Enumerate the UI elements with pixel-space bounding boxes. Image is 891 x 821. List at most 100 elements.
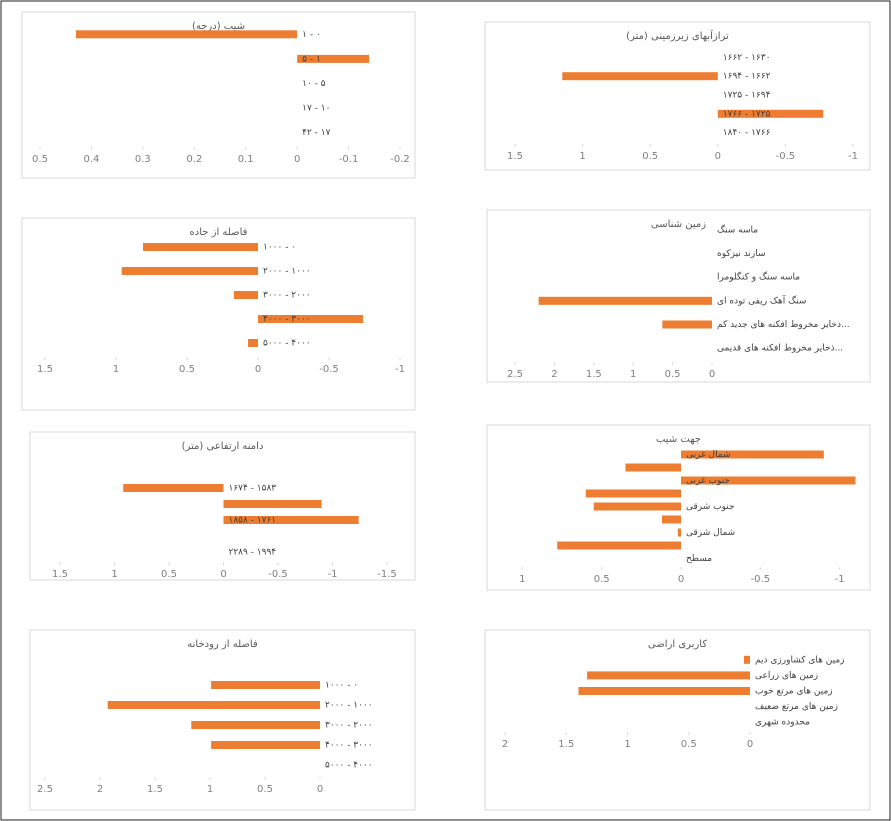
chart-title: جهت شیب xyxy=(656,434,701,445)
x-tick-label: 1 xyxy=(111,569,117,580)
x-tick-label: 1.5 xyxy=(507,151,523,162)
x-tick-label: 1 xyxy=(519,574,525,585)
x-tick-label: 0.5 xyxy=(257,784,273,795)
bar xyxy=(585,489,681,498)
chart-title: شیب (درجه) xyxy=(192,21,245,32)
x-tick-label: 2.5 xyxy=(507,369,523,380)
x-tick-label: 1 xyxy=(207,784,213,795)
chart-title: فاصله از رودخانه xyxy=(187,639,258,650)
x-tick-label: 2.5 xyxy=(37,784,53,795)
category-label: سنگ آهک ریفی توده ای xyxy=(717,294,806,306)
x-tick-label: 0.5 xyxy=(32,154,48,165)
x-tick-label: 1.5 xyxy=(147,784,163,795)
x-tick-label: 1.5 xyxy=(37,364,53,375)
bar xyxy=(677,528,681,537)
x-tick-label: 2 xyxy=(97,784,103,795)
bar xyxy=(562,72,718,81)
x-tick-label: 1.5 xyxy=(586,369,602,380)
category-label: ۱۰ - ۵ xyxy=(302,79,326,89)
category-label: شمال شرقی xyxy=(686,528,735,538)
x-tick-label: 2 xyxy=(502,739,508,750)
chart-panel xyxy=(21,11,416,179)
chart-panel xyxy=(29,431,416,581)
category-label: ماسه سنگ و کنگلومرا xyxy=(717,271,800,283)
x-tick-label: -0.5 xyxy=(268,569,288,580)
bar xyxy=(587,671,750,680)
bar xyxy=(211,741,320,749)
category-label: ۴۰۰۰ - ۳۰۰۰ xyxy=(325,741,373,751)
x-tick-label: 0 xyxy=(255,364,261,375)
category-label: جنوب شرقی xyxy=(686,502,735,512)
category-label: سازند نیزکوه xyxy=(717,249,766,259)
x-tick-label: -0.1 xyxy=(339,154,359,165)
category-label: ۱ - ۰ xyxy=(302,30,321,40)
x-tick-label: -1 xyxy=(835,574,845,585)
chart-panel xyxy=(486,209,871,383)
chart-title: دامنه ارتفاعی (متر) xyxy=(182,441,264,452)
x-tick-label: 2 xyxy=(551,369,557,380)
category-label: زمین های مرتع خوب xyxy=(755,687,833,697)
x-tick-label: 0 xyxy=(747,739,753,750)
category-label: ۵۰۰۰ - ۴۰۰۰ xyxy=(263,339,311,349)
x-tick-label: 1 xyxy=(579,151,585,162)
x-tick-label: 0 xyxy=(220,569,226,580)
category-label: ۳۰۰۰ - ۲۰۰۰ xyxy=(263,291,311,301)
category-label: ۱۷۲۵ - ۱۶۹۴ xyxy=(723,91,771,101)
category-label: ۵۰۰۰ - ۴۰۰۰ xyxy=(325,761,373,771)
x-tick-label: 0.2 xyxy=(186,154,202,165)
bar xyxy=(123,484,224,492)
chart-title: زمین شناسی xyxy=(651,219,706,230)
x-tick-label: -0.5 xyxy=(751,574,771,585)
x-tick-label: 0.5 xyxy=(665,369,681,380)
category-label: ذخایر مخروط افکنه های جدید کم... xyxy=(717,320,850,330)
x-tick-label: 0.4 xyxy=(83,154,99,165)
x-tick-label: 0.5 xyxy=(594,574,610,585)
x-tick-label: 0 xyxy=(709,369,715,380)
x-tick-label: -0.5 xyxy=(319,364,339,375)
bar xyxy=(625,463,681,472)
category-label: ۲۰۰۰ - ۱۰۰۰ xyxy=(325,701,373,711)
x-tick-label: 1 xyxy=(624,739,630,750)
bar xyxy=(661,515,681,524)
category-label: ۱۰۰۰ - ۰ xyxy=(263,243,296,253)
x-tick-label: 1 xyxy=(113,364,119,375)
category-label: ۱۷۶۶ - ۱۷۲۵ xyxy=(723,109,771,119)
bar xyxy=(593,502,681,511)
bar xyxy=(223,516,359,524)
category-label: مسطح xyxy=(686,554,712,564)
bar xyxy=(258,315,364,323)
category-label: ۴۰۰۰ - ۳۰۰۰ xyxy=(263,315,311,325)
x-tick-label: 0 xyxy=(715,151,721,162)
chart-title: کاربری اراضی xyxy=(648,639,707,650)
chart-panel xyxy=(29,629,416,811)
category-label: شمال غربی xyxy=(686,450,731,460)
bar xyxy=(662,320,712,329)
bar xyxy=(248,339,258,347)
x-tick-label: -1 xyxy=(848,151,858,162)
bar xyxy=(743,655,750,664)
category-label: ذخایر مخروط افکنه های قدیمی... xyxy=(717,344,843,354)
chart-title: فاصله از جاده xyxy=(190,227,248,238)
x-tick-label: -0.2 xyxy=(390,154,410,165)
x-tick-label: 0 xyxy=(317,784,323,795)
category-label: جنوب غربی xyxy=(686,476,730,486)
x-tick-label: 0.1 xyxy=(238,154,254,165)
x-tick-label: -1.5 xyxy=(377,569,397,580)
chart-panel xyxy=(484,21,871,171)
x-tick-label: 0 xyxy=(678,574,684,585)
category-label: زمین های کشاورزی دیم xyxy=(755,655,845,665)
bar xyxy=(211,681,320,689)
category-label: ۲۰۰۰ - ۱۰۰۰ xyxy=(263,267,311,277)
bar xyxy=(233,291,258,299)
x-tick-label: 0.5 xyxy=(179,364,195,375)
x-tick-label: 1.5 xyxy=(558,739,574,750)
bar xyxy=(223,500,322,508)
bar xyxy=(191,721,320,729)
category-label: زمین های مرتع ضعیف xyxy=(755,702,838,712)
x-tick-label: 0.5 xyxy=(681,739,697,750)
category-label: ۵ - ۱ xyxy=(302,54,321,64)
x-tick-label: 0.3 xyxy=(135,154,151,165)
x-tick-label: -1 xyxy=(395,364,405,375)
x-tick-label: 0.5 xyxy=(642,151,658,162)
category-label: زمین های زراعی xyxy=(755,671,818,681)
